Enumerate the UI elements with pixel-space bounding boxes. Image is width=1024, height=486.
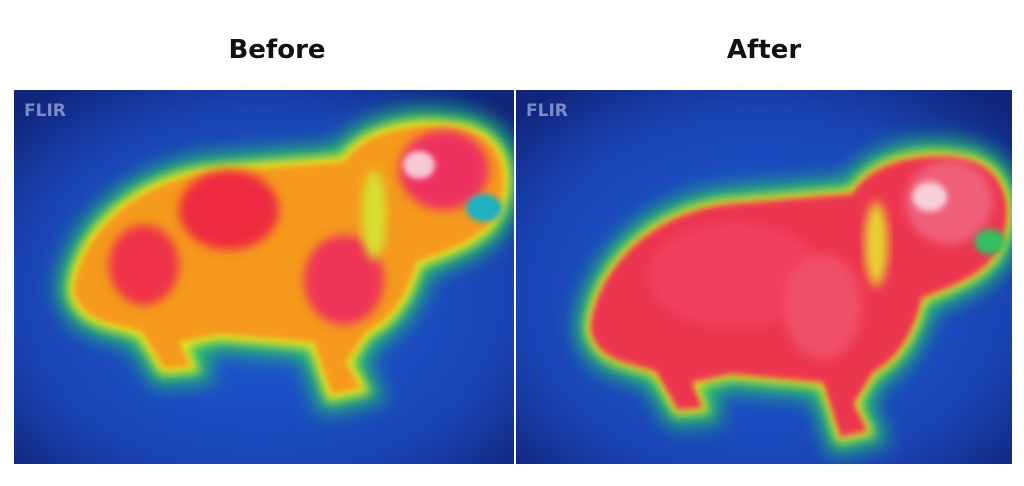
watermark: FLIR xyxy=(526,101,568,121)
heat-region xyxy=(466,194,502,222)
watermark: FLIR xyxy=(24,101,66,121)
thermal-image: FLIR xyxy=(516,90,1012,464)
heat-region xyxy=(362,170,386,260)
thermal-image: FLIR xyxy=(14,90,514,464)
heat-region xyxy=(399,130,489,210)
heat-region xyxy=(304,235,384,325)
panel-title: Before xyxy=(228,35,325,65)
dog xyxy=(590,156,1007,437)
heat-region xyxy=(864,202,888,286)
heat-region xyxy=(974,229,1006,255)
dog xyxy=(74,127,504,394)
heat-region xyxy=(648,223,823,328)
heat-region xyxy=(179,170,279,250)
heat-region xyxy=(403,151,435,179)
heat-region xyxy=(109,225,179,305)
panel-title: After xyxy=(727,35,801,65)
heat-region xyxy=(912,182,948,212)
heat-region xyxy=(905,160,993,244)
heat-region xyxy=(784,254,862,360)
